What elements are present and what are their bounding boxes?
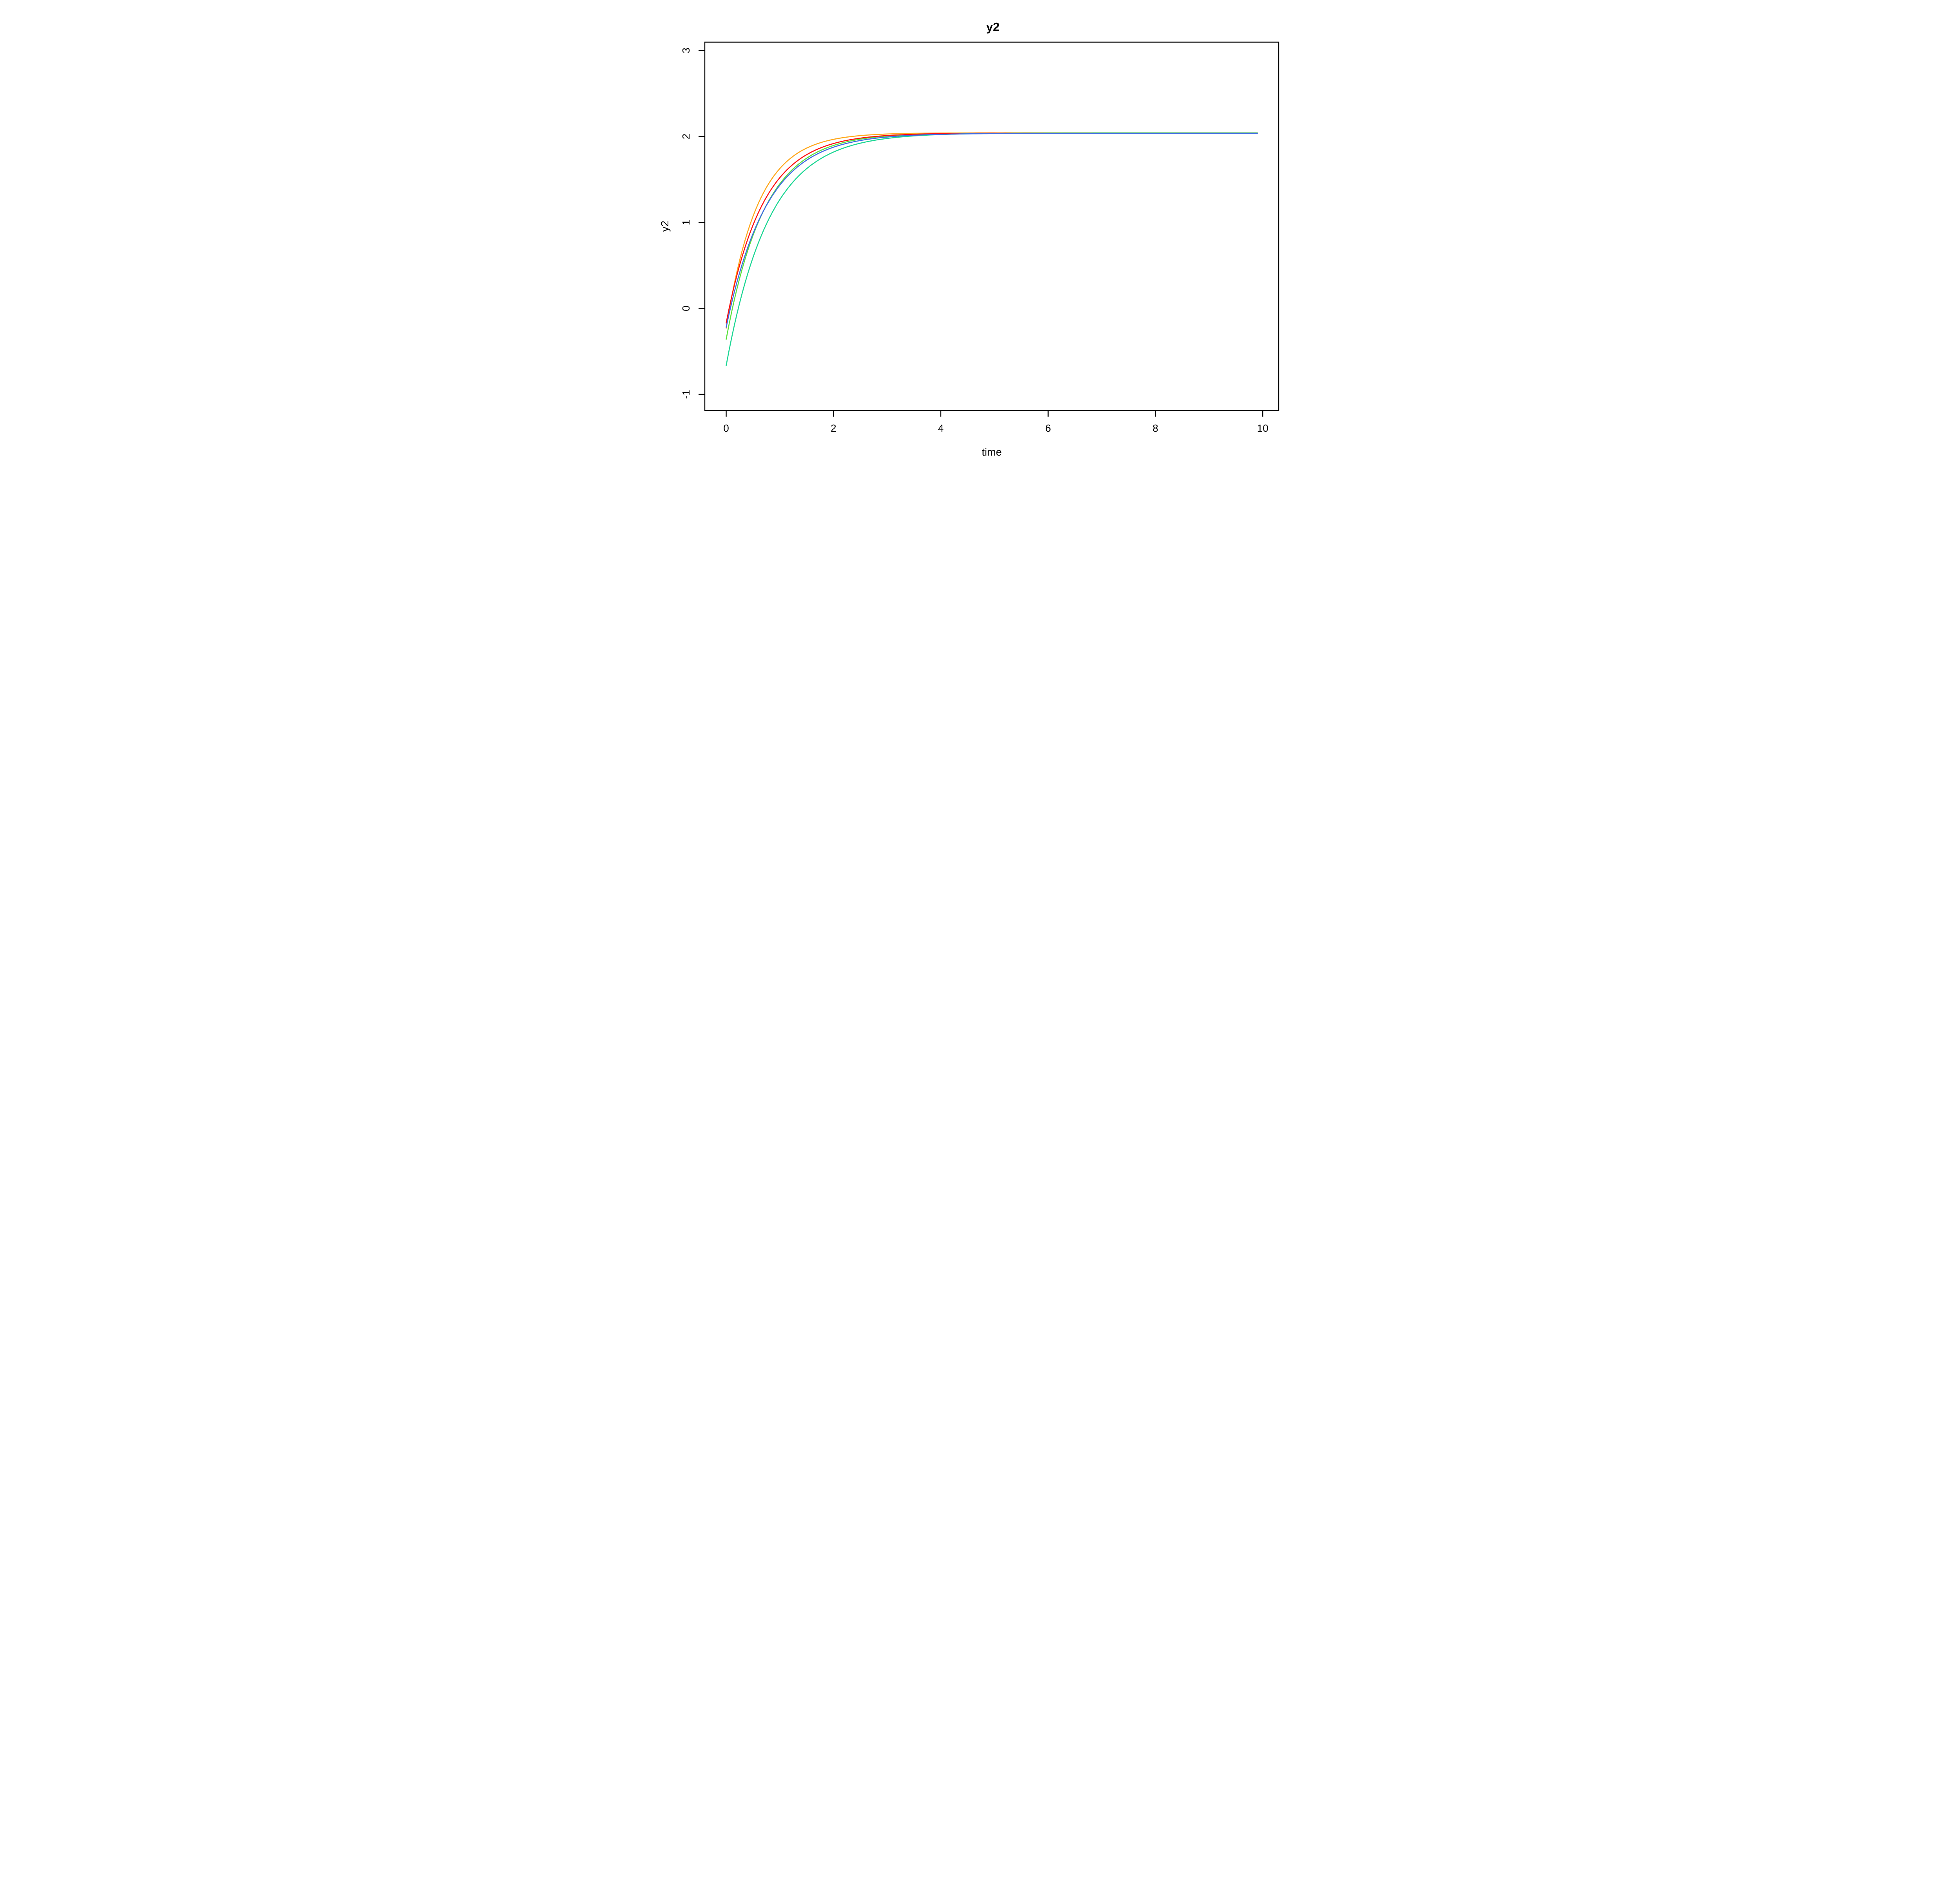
series-group — [726, 132, 1258, 366]
x-axis-ticks: 0 2 4 6 8 10 — [723, 410, 1269, 434]
x-tick-label: 4 — [938, 422, 944, 434]
x-tick-label: 6 — [1045, 422, 1051, 434]
x-tick-label: 8 — [1152, 422, 1158, 434]
chart-canvas: 0 2 4 6 8 10 -1 0 1 2 3 y2 time y2 — [659, 20, 1279, 458]
plot-box — [704, 42, 1279, 411]
series-blue-line — [726, 133, 1258, 328]
y-tick-label: 1 — [680, 220, 692, 225]
x-tick-label: 0 — [723, 422, 729, 434]
series-orange-line — [726, 132, 1258, 329]
y-axis-title: y2 — [659, 221, 671, 232]
y-tick-label: 3 — [680, 48, 692, 53]
series-teal-line — [726, 132, 1258, 366]
x-tick-label: 10 — [1257, 422, 1269, 434]
y-tick-label: -1 — [680, 390, 692, 399]
x-tick-label: 2 — [831, 422, 836, 434]
plot-title: y2 — [986, 20, 1000, 34]
y-tick-label: 2 — [680, 134, 692, 139]
y-axis-ticks: -1 0 1 2 3 — [680, 48, 705, 399]
series-green-line — [726, 132, 1258, 340]
x-axis-title: time — [982, 446, 1002, 458]
series-red-line — [726, 133, 1258, 324]
r-plot-figure: 0 2 4 6 8 10 -1 0 1 2 3 y2 time y2 — [657, 0, 1303, 470]
y-tick-label: 0 — [680, 305, 692, 311]
